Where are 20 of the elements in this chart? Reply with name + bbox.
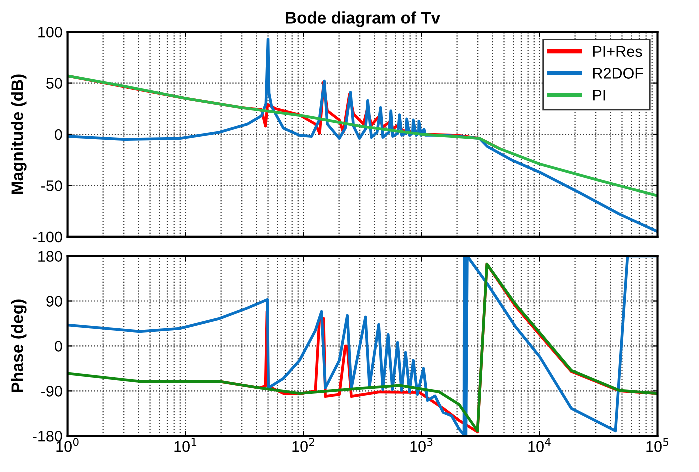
y-tick-label: 100: [38, 26, 62, 38]
y-tick-label: -90: [42, 386, 62, 397]
y-tick-label: 180: [38, 251, 62, 262]
legend-label: R2DOF: [593, 68, 644, 79]
legend-label: PI+Res: [593, 46, 642, 58]
y-axis-title: Magnitude (dB): [11, 74, 27, 194]
y-tick-label: -100: [33, 232, 62, 243]
x-tick-label: 10$^{2}$: [292, 438, 314, 452]
x-tick-label: 10$^{3}$: [410, 438, 433, 452]
x-tick-label: 10$^{1}$: [174, 438, 197, 452]
y-tick-label: 0: [55, 129, 62, 140]
y-tick-label: 0: [55, 341, 62, 352]
y-tick-label: -50: [42, 180, 62, 192]
y-tick-label: 90: [46, 296, 62, 307]
y-tick-label: 50: [46, 78, 62, 89]
chart-title: Bode diagram of Tv: [286, 12, 440, 28]
y-axis-title: Phase (deg): [11, 300, 27, 392]
x-tick-label: 10$^{4}$: [528, 438, 551, 452]
x-tick-label: 10$^{5}$: [646, 438, 669, 452]
legend-label: PI: [593, 90, 606, 101]
